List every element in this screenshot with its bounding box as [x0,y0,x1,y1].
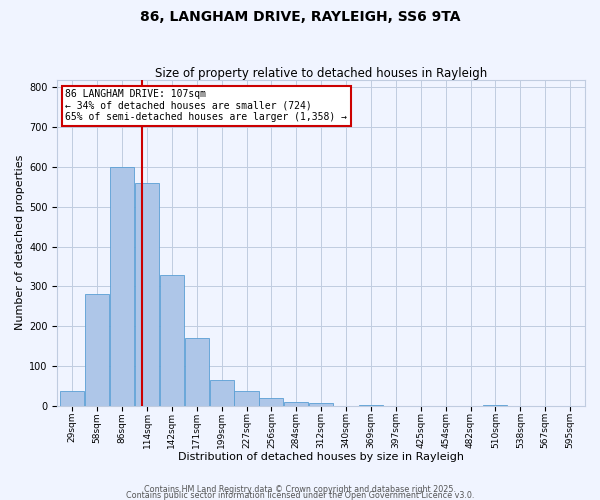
Bar [209,380,234,406]
Bar [135,183,159,406]
Bar [235,390,259,406]
Bar [110,167,134,406]
Bar [484,405,508,406]
X-axis label: Distribution of detached houses by size in Rayleigh: Distribution of detached houses by size … [178,452,464,462]
Text: 86 LANGHAM DRIVE: 107sqm
← 34% of detached houses are smaller (724)
65% of semi-: 86 LANGHAM DRIVE: 107sqm ← 34% of detach… [65,90,347,122]
Bar [259,398,283,406]
Text: 86, LANGHAM DRIVE, RAYLEIGH, SS6 9TA: 86, LANGHAM DRIVE, RAYLEIGH, SS6 9TA [140,10,460,24]
Bar [85,294,109,406]
Bar [185,338,209,406]
Bar [359,404,383,406]
Text: Contains public sector information licensed under the Open Government Licence v3: Contains public sector information licen… [126,490,474,500]
Text: Contains HM Land Registry data © Crown copyright and database right 2025.: Contains HM Land Registry data © Crown c… [144,484,456,494]
Bar [284,402,308,406]
Bar [160,275,184,406]
Bar [60,390,85,406]
Y-axis label: Number of detached properties: Number of detached properties [15,155,25,330]
Title: Size of property relative to detached houses in Rayleigh: Size of property relative to detached ho… [155,66,487,80]
Bar [309,402,333,406]
